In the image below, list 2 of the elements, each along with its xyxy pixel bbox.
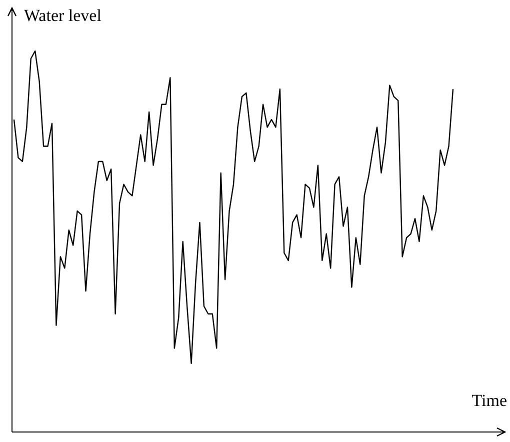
x-axis-title: Time <box>472 391 507 410</box>
y-axis-title: Water level <box>24 6 102 25</box>
